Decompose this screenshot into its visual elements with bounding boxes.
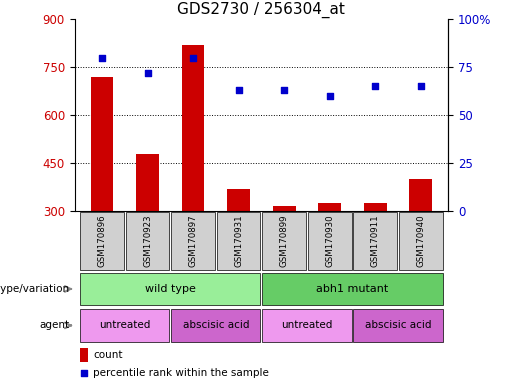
Point	[234, 87, 243, 93]
Text: GSM170897: GSM170897	[188, 215, 198, 267]
Text: agent: agent	[40, 320, 70, 331]
FancyBboxPatch shape	[80, 309, 169, 342]
Bar	[136, 154, 159, 211]
Title: GDS2730 / 256304_at: GDS2730 / 256304_at	[178, 2, 345, 18]
Text: GSM170896: GSM170896	[97, 215, 107, 267]
Point	[417, 83, 425, 89]
FancyBboxPatch shape	[353, 309, 442, 342]
FancyBboxPatch shape	[308, 212, 352, 270]
FancyBboxPatch shape	[353, 212, 397, 270]
Bar	[80, 348, 89, 362]
Bar	[227, 189, 250, 211]
Bar	[91, 77, 113, 211]
Text: GSM170923: GSM170923	[143, 215, 152, 267]
Text: abscisic acid: abscisic acid	[183, 320, 249, 331]
Text: abh1 mutant: abh1 mutant	[316, 284, 388, 294]
Point	[98, 55, 106, 61]
FancyBboxPatch shape	[262, 212, 306, 270]
Point	[80, 370, 89, 376]
Text: abscisic acid: abscisic acid	[365, 320, 431, 331]
FancyBboxPatch shape	[217, 212, 261, 270]
Text: GSM170899: GSM170899	[280, 215, 288, 267]
Text: wild type: wild type	[145, 284, 196, 294]
Text: untreated: untreated	[99, 320, 150, 331]
Point	[143, 70, 151, 76]
Text: genotype/variation: genotype/variation	[0, 284, 70, 294]
Text: untreated: untreated	[281, 320, 333, 331]
Bar	[182, 45, 204, 211]
FancyBboxPatch shape	[80, 212, 124, 270]
Bar	[409, 179, 432, 211]
Bar	[273, 207, 296, 211]
Text: GSM170940: GSM170940	[416, 215, 425, 267]
Text: GSM170931: GSM170931	[234, 215, 243, 267]
FancyBboxPatch shape	[171, 212, 215, 270]
Bar	[364, 203, 387, 211]
Text: percentile rank within the sample: percentile rank within the sample	[93, 368, 269, 378]
Bar	[318, 203, 341, 211]
FancyBboxPatch shape	[126, 212, 169, 270]
FancyBboxPatch shape	[262, 309, 352, 342]
Point	[280, 87, 288, 93]
Point	[325, 93, 334, 99]
Point	[189, 55, 197, 61]
FancyBboxPatch shape	[262, 273, 442, 305]
Text: count: count	[93, 350, 123, 360]
Text: GSM170930: GSM170930	[325, 215, 334, 267]
FancyBboxPatch shape	[171, 309, 261, 342]
Text: GSM170911: GSM170911	[371, 215, 380, 267]
Point	[371, 83, 380, 89]
FancyBboxPatch shape	[399, 212, 442, 270]
FancyBboxPatch shape	[80, 273, 261, 305]
